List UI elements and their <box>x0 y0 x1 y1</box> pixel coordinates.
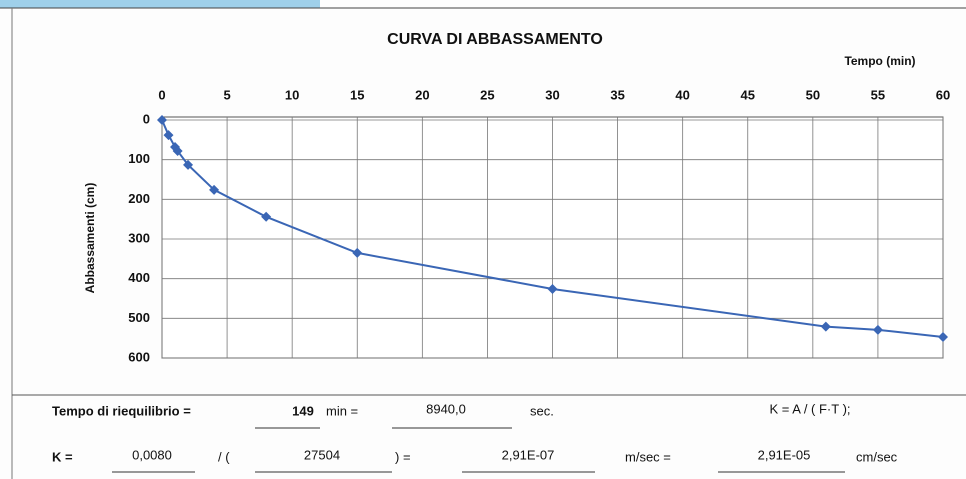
x-tick-label: 25 <box>480 87 494 102</box>
x-tick-label: 20 <box>415 87 429 102</box>
footer: Tempo di riequilibrio = 149 min = 8940,0… <box>52 401 898 473</box>
point <box>157 115 167 125</box>
footer-text: ) = <box>395 449 411 464</box>
point <box>938 331 948 342</box>
y-tick-label: 100 <box>128 151 150 166</box>
y-tick-label: 0 <box>143 111 150 126</box>
chart-title: CURVA DI ABBASSAMENTO <box>387 31 603 48</box>
x-tick-label: 15 <box>350 87 364 102</box>
footer-value: 0,0080 <box>132 447 172 462</box>
x-tick-label: 60 <box>936 87 950 102</box>
footer-text: / ( <box>218 449 230 464</box>
x-tick-label: 5 <box>223 87 230 102</box>
y-tick-label: 500 <box>128 310 150 325</box>
header-cell <box>0 0 320 8</box>
footer-text: K = A / ( F·T ); <box>769 401 850 416</box>
x-tick-label: 35 <box>610 87 624 102</box>
point <box>261 211 272 222</box>
point <box>820 321 831 332</box>
x-tick-label: 45 <box>741 87 755 102</box>
point <box>163 130 174 141</box>
footer-text: cm/sec <box>856 449 898 464</box>
y-axis-label: Abbassamenti (cm) <box>83 183 97 294</box>
y-tick-label: 300 <box>128 230 150 245</box>
point <box>172 145 183 156</box>
point <box>183 159 194 170</box>
x-tick-label: 40 <box>675 87 689 102</box>
x-tick-label: 50 <box>806 87 820 102</box>
point <box>352 247 363 258</box>
x-axis-label: Tempo (min) <box>844 54 915 68</box>
x-tick-label: 30 <box>545 87 559 102</box>
footer-value: 27504 <box>304 447 340 462</box>
footer-text: sec. <box>530 403 554 418</box>
footer-text: m/sec = <box>625 449 671 464</box>
footer-value: 8940,0 <box>426 401 466 416</box>
footer-text: K = <box>52 449 73 464</box>
y-tick-label: 200 <box>128 191 150 206</box>
footer-value: 2,91E-05 <box>758 447 811 462</box>
underlines <box>112 427 845 473</box>
x-tick-label: 0 <box>158 87 165 102</box>
point <box>209 184 220 195</box>
footer-value: 149 <box>292 403 314 418</box>
point <box>547 283 558 294</box>
y-tick-label: 600 <box>128 349 150 364</box>
x-tick-label: 10 <box>285 87 299 102</box>
footer-text: Tempo di riequilibrio = <box>52 403 191 418</box>
footer-value: 2,91E-07 <box>502 447 555 462</box>
y-tick-label: 400 <box>128 270 150 285</box>
point <box>872 324 883 335</box>
x-tick-label: 55 <box>871 87 885 102</box>
footer-text: min = <box>326 403 358 418</box>
